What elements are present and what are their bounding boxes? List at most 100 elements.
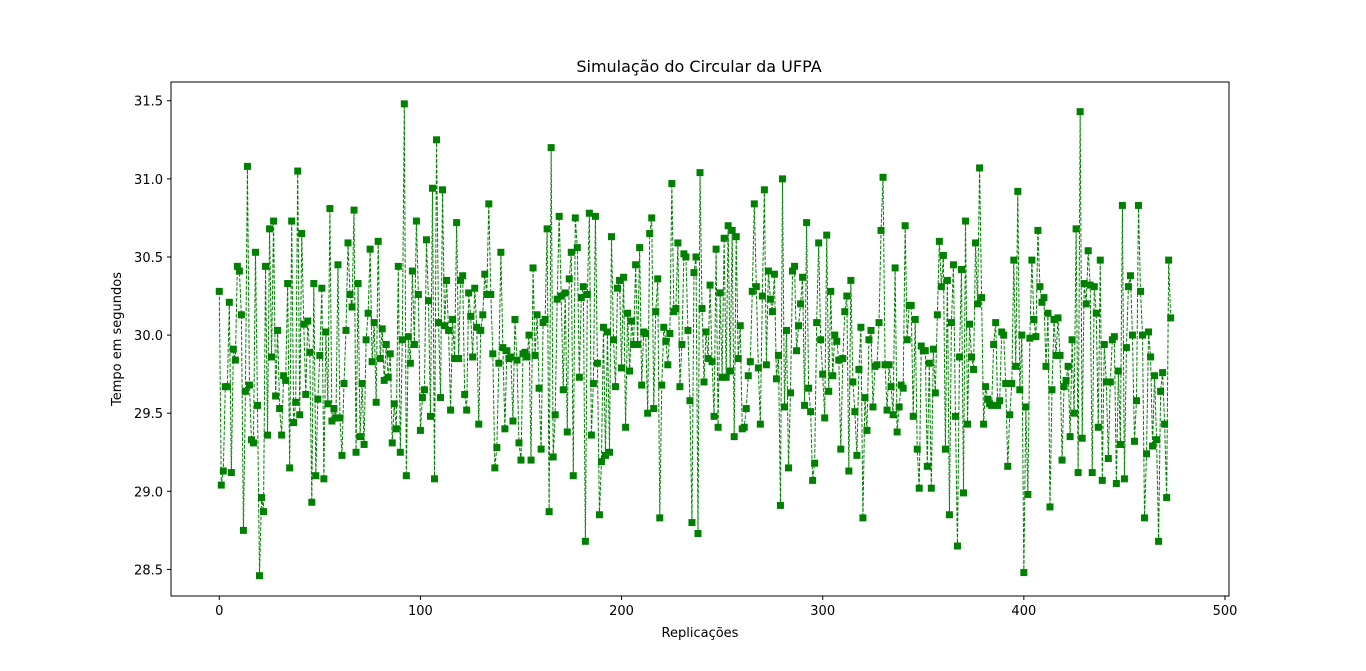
data-point-marker: [1012, 362, 1020, 370]
data-point-marker: [782, 326, 790, 334]
x-tick-label: 300: [810, 604, 835, 619]
data-point-marker: [513, 356, 521, 364]
data-point-marker: [491, 464, 499, 472]
data-point-marker: [408, 267, 416, 275]
data-point-marker: [459, 272, 467, 280]
data-point-marker: [332, 414, 340, 422]
data-point-marker: [1036, 283, 1044, 291]
data-point-marker: [364, 309, 372, 317]
data-point-marker: [1064, 362, 1072, 370]
data-point-marker: [601, 451, 609, 459]
data-point-marker: [1070, 409, 1078, 417]
data-point-marker: [875, 319, 883, 327]
data-point-marker: [720, 234, 728, 242]
data-point-marker: [320, 475, 328, 483]
data-point-marker: [372, 398, 380, 406]
x-axis: 0 100 200 300 400 500: [215, 596, 1237, 619]
data-point-marker: [388, 439, 396, 447]
data-point-marker: [819, 370, 827, 378]
data-point-marker: [322, 328, 330, 336]
data-point-marker: [911, 315, 919, 323]
data-point-marker: [360, 440, 368, 448]
data-point-marker: [622, 423, 630, 431]
data-point-marker: [402, 472, 410, 480]
data-point-marker: [1120, 475, 1128, 483]
data-point-marker: [300, 320, 308, 328]
data-point-marker: [700, 378, 708, 386]
data-point-marker: [243, 162, 251, 170]
data-point-marker: [656, 514, 664, 522]
data-point-marker: [551, 411, 559, 419]
data-point-marker: [346, 290, 354, 298]
data-point-marker: [241, 387, 249, 395]
data-point-marker: [358, 380, 366, 388]
data-point-marker: [636, 244, 644, 252]
data-point-marker: [1082, 300, 1090, 308]
data-point-marker: [813, 319, 821, 327]
data-point-marker: [732, 233, 740, 241]
data-point-marker: [674, 239, 682, 247]
data-point-marker: [400, 100, 408, 108]
data-point-marker: [972, 239, 980, 247]
data-point-marker: [225, 298, 233, 306]
data-point-marker: [294, 167, 302, 175]
data-point-marker: [712, 245, 720, 253]
data-point-marker: [851, 408, 859, 416]
data-point-marker: [1122, 344, 1130, 352]
data-point-marker: [455, 355, 463, 363]
data-point-marker: [744, 372, 752, 380]
data-point-marker: [1078, 434, 1086, 442]
data-point-marker: [620, 273, 628, 281]
data-point-marker: [262, 262, 270, 270]
data-point-marker: [1002, 380, 1010, 388]
data-point-marker: [666, 330, 674, 338]
data-point-marker: [473, 323, 481, 331]
data-point-marker: [245, 381, 253, 389]
data-point-marker: [865, 336, 873, 344]
data-point-marker: [1132, 397, 1140, 405]
data-point-marker: [292, 398, 300, 406]
data-point-marker: [258, 494, 266, 502]
data-point-marker: [1056, 351, 1064, 359]
data-point-marker: [1000, 331, 1008, 339]
data-point-marker: [235, 267, 243, 275]
data-point-marker: [742, 405, 750, 413]
data-point-marker: [376, 355, 384, 363]
data-point-marker: [1110, 333, 1118, 341]
data-point-marker: [527, 456, 535, 464]
data-point-marker: [939, 251, 947, 259]
data-point-marker: [642, 330, 650, 338]
data-point-marker: [571, 214, 579, 222]
data-point-marker: [618, 364, 626, 372]
data-point-marker: [1157, 387, 1165, 395]
data-point-marker: [1106, 378, 1114, 386]
data-point-marker: [537, 445, 545, 453]
x-axis-label: Replicações: [662, 626, 739, 641]
data-point-marker: [380, 376, 388, 384]
data-point-marker: [531, 351, 539, 359]
data-point-marker: [1165, 256, 1173, 264]
data-point-marker: [1126, 272, 1134, 280]
data-point-marker: [803, 219, 811, 227]
data-point-marker: [825, 387, 833, 395]
data-point-marker: [591, 212, 599, 220]
data-point-marker: [378, 325, 386, 333]
data-point-marker: [895, 403, 903, 411]
data-point-marker: [253, 401, 261, 409]
data-point-marker: [1066, 433, 1074, 441]
data-point-marker: [758, 292, 766, 300]
data-point-marker: [668, 180, 676, 188]
data-point-marker: [374, 237, 382, 245]
data-point-marker: [929, 345, 937, 353]
data-point-marker: [509, 417, 517, 425]
data-point-marker: [1028, 256, 1036, 264]
data-point-marker: [447, 406, 455, 414]
data-point-marker: [787, 389, 795, 397]
data-point-marker: [976, 164, 984, 172]
data-point-marker: [1153, 436, 1161, 444]
data-point-marker: [227, 469, 235, 477]
data-point-marker: [597, 458, 605, 466]
data-point-marker: [943, 276, 951, 284]
y-tick-label: 30.5: [134, 251, 163, 266]
data-point-marker: [612, 383, 620, 391]
